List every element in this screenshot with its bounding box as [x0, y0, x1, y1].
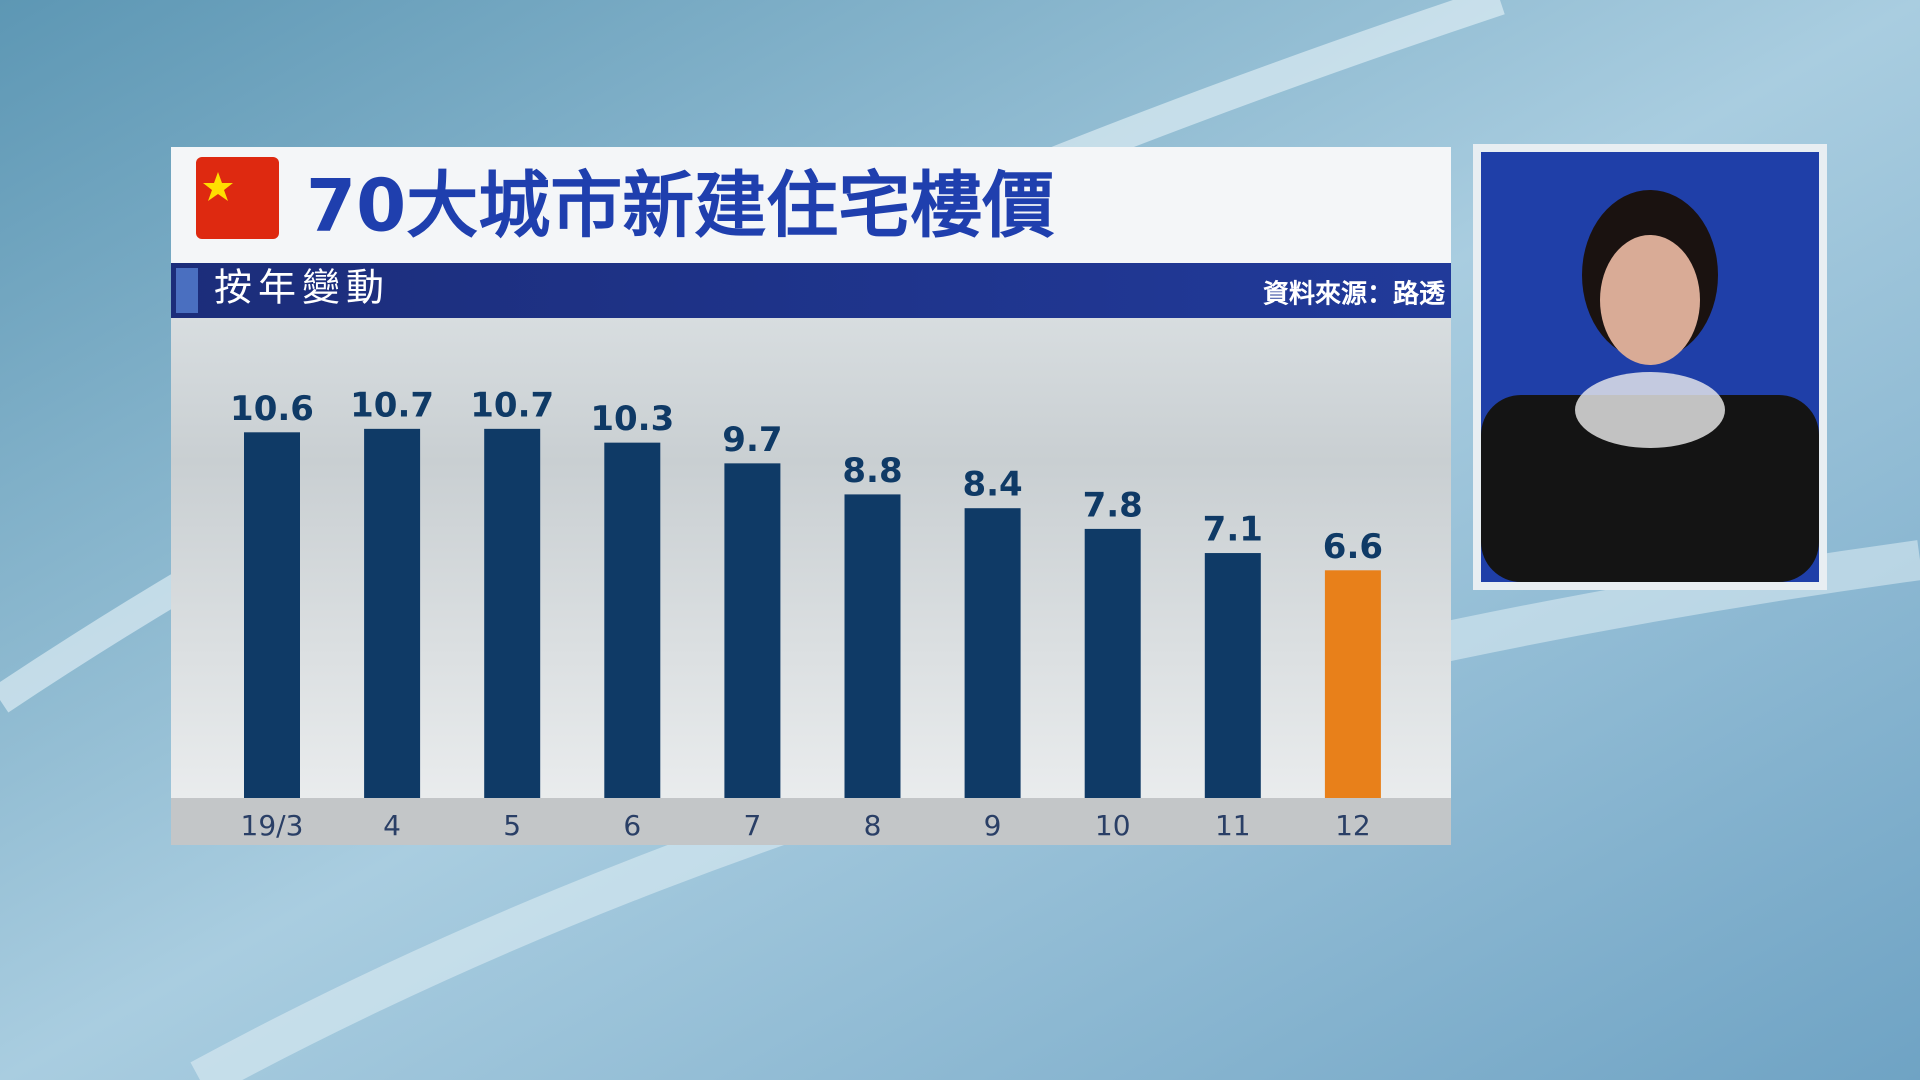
x-tick-label: 4	[383, 809, 401, 842]
value-label: 7.8	[1083, 485, 1143, 525]
bar	[724, 463, 781, 798]
bar	[484, 428, 541, 798]
x-tick-label: 12	[1335, 809, 1371, 842]
value-label: 6.6	[1323, 527, 1383, 567]
value-label: 9.7	[722, 420, 782, 460]
bar	[964, 508, 1021, 798]
value-label: 8.8	[842, 451, 902, 491]
flag	[196, 157, 279, 239]
subtitle-accent	[176, 268, 198, 313]
x-tick-label: 7	[743, 809, 761, 842]
subtitle-bar	[171, 263, 1451, 318]
presenter-body	[1481, 395, 1819, 582]
x-tick-label: 19/3	[241, 809, 304, 842]
bar	[604, 442, 661, 798]
source: 資料來源：路透	[1263, 279, 1446, 310]
chart-subtitle: 按年變動	[214, 266, 390, 310]
x-tick-label: 9	[984, 809, 1002, 842]
bar	[1204, 553, 1261, 798]
value-label: 7.1	[1203, 510, 1263, 550]
value-label: 10.7	[350, 385, 434, 425]
bar	[364, 428, 421, 798]
x-tick-label: 10	[1095, 809, 1131, 842]
x-tick-label: 8	[864, 809, 882, 842]
chart-title: 70大城市新建住宅樓價	[306, 164, 1054, 248]
presenter-face	[1600, 235, 1700, 365]
bar	[244, 432, 300, 798]
x-tick-label: 5	[503, 809, 521, 842]
axis-strip	[171, 798, 1451, 845]
value-label: 10.6	[230, 389, 314, 429]
title-bar	[171, 147, 1451, 263]
x-tick-label: 6	[623, 809, 641, 842]
value-label: 10.3	[590, 399, 674, 439]
value-label: 10.7	[470, 385, 554, 425]
bar	[844, 494, 901, 798]
flag-star	[203, 172, 233, 201]
bar	[1324, 570, 1381, 798]
value-label: 8.4	[962, 465, 1022, 505]
x-tick-label: 11	[1215, 809, 1251, 842]
presenter-collar	[1575, 372, 1725, 448]
bar	[1084, 528, 1141, 798]
